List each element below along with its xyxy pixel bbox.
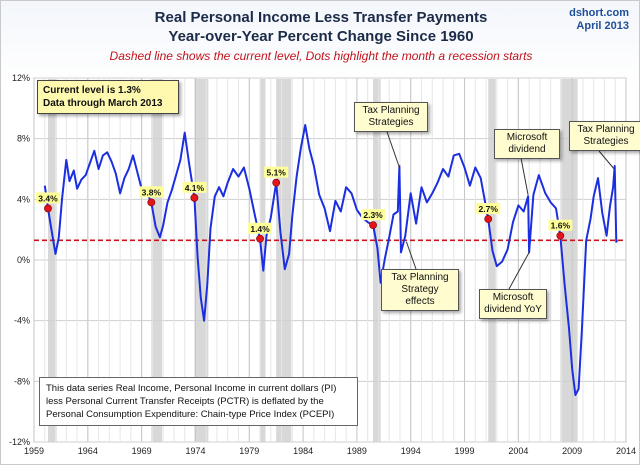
- x-tick-label: 1964: [78, 446, 98, 456]
- recession-start-value: 3.4%: [38, 193, 58, 203]
- recession-start-dot: [272, 178, 281, 187]
- x-tick-label: 1974: [185, 446, 205, 456]
- y-tick-label: 12%: [12, 73, 30, 83]
- annotation-tax-effects: Tax Planning Strategy effects: [381, 269, 459, 311]
- label-background: [476, 203, 501, 215]
- source-site: dshort.com: [569, 7, 629, 19]
- recession-start-value: 1.4%: [250, 224, 270, 234]
- x-tick-label: 1969: [132, 446, 152, 456]
- y-tick-label: 4%: [17, 194, 30, 204]
- recession-start-label: 4.1%: [182, 181, 207, 193]
- y-tick-label: -4%: [14, 316, 30, 326]
- x-tick-label: 1994: [401, 446, 421, 456]
- x-tick-label: 2004: [508, 446, 528, 456]
- annotation-pointer: [385, 128, 401, 170]
- data-series-note: This data series Real Income, Personal I…: [39, 377, 358, 426]
- recession-start-dot: [147, 198, 156, 207]
- recession-start-value: 3.8%: [142, 187, 162, 197]
- data-through-text: Data through March 2013: [43, 98, 163, 109]
- x-tick-label: 1989: [347, 446, 367, 456]
- y-tick-label: -12%: [9, 437, 30, 447]
- recession-start-value: 2.3%: [363, 210, 383, 220]
- recession-start-label: 3.4%: [35, 192, 60, 204]
- label-background: [139, 186, 164, 198]
- chart-title-line2: Year-over-Year Percent Change Since 1960: [168, 28, 474, 45]
- recession-start-value: 4.1%: [185, 183, 205, 193]
- annotation-pointer: [598, 150, 615, 170]
- series-line: [43, 124, 619, 396]
- annotation-microsoft-dividend: Microsoft dividend: [494, 129, 560, 159]
- x-tick-label: 1999: [455, 446, 475, 456]
- recession-start-dot: [256, 234, 264, 243]
- recession-start-label: 1.6%: [548, 219, 573, 231]
- recession-start-value: 1.6%: [551, 221, 571, 231]
- chart-title-line1: Real Personal Income Less Transfer Payme…: [154, 9, 488, 26]
- annotation-microsoft-yoy: Microsoft dividend YoY: [479, 289, 547, 319]
- recession-start-value: 2.7%: [479, 204, 499, 214]
- x-tick-label: 1984: [293, 446, 313, 456]
- recession-start-dot: [190, 193, 199, 202]
- annotation-tax-planning-2012: Tax Planning Strategies: [569, 121, 640, 151]
- axis-labels: -12% -8% -4% 0% 4% 8% 12% 1959 1964 1969 1974 1979 1…: [9, 73, 636, 456]
- recession-start-label: 1.4%: [248, 222, 273, 234]
- recession-start-label: 2.7%: [476, 203, 501, 215]
- chart-subtitle: Dashed line shows the current level, Dot…: [109, 49, 533, 63]
- current-level-text: Current level is 1.3%: [43, 85, 141, 96]
- label-background: [361, 209, 386, 221]
- y-tick-label: 0%: [17, 255, 30, 265]
- y-tick-label: 8%: [17, 134, 30, 144]
- recession-start-dot: [369, 221, 377, 230]
- recession-start-dot: [44, 204, 52, 213]
- y-tick-label: -8%: [14, 376, 30, 386]
- x-tick-label: 1979: [239, 446, 259, 456]
- recession-start-label: 3.8%: [139, 186, 164, 198]
- label-background: [264, 166, 289, 178]
- recession-start-value: 5.1%: [266, 168, 286, 178]
- annotation-tax-planning-1993: Tax Planning Strategies: [354, 102, 428, 132]
- recession-start-dots: 3.4% 3.8% 4.1% 1.4% 5.1% 2.3% 2.7% 1.6%: [35, 166, 573, 243]
- annotation-pointer: [520, 157, 529, 195]
- current-level-box: Current level is 1.3% Data through March…: [37, 80, 179, 114]
- label-background: [548, 219, 573, 231]
- annotation-pointer: [508, 252, 530, 290]
- x-tick-label: 1959: [24, 446, 44, 456]
- annotation-pointer: [405, 241, 417, 270]
- label-background: [35, 192, 60, 204]
- x-tick-label: 2014: [616, 446, 636, 456]
- recession-start-label: 2.3%: [361, 209, 386, 221]
- recession-start-dot: [484, 215, 493, 223]
- recession-start-label: 5.1%: [264, 166, 289, 178]
- source-date: April 2013: [576, 20, 629, 32]
- source-credit: dshort.com April 2013: [569, 7, 629, 33]
- label-background: [182, 181, 207, 193]
- recession-start-dot: [556, 231, 565, 240]
- annotation-pointers: [385, 128, 615, 290]
- label-background: [248, 222, 273, 234]
- x-tick-label: 2009: [562, 446, 582, 456]
